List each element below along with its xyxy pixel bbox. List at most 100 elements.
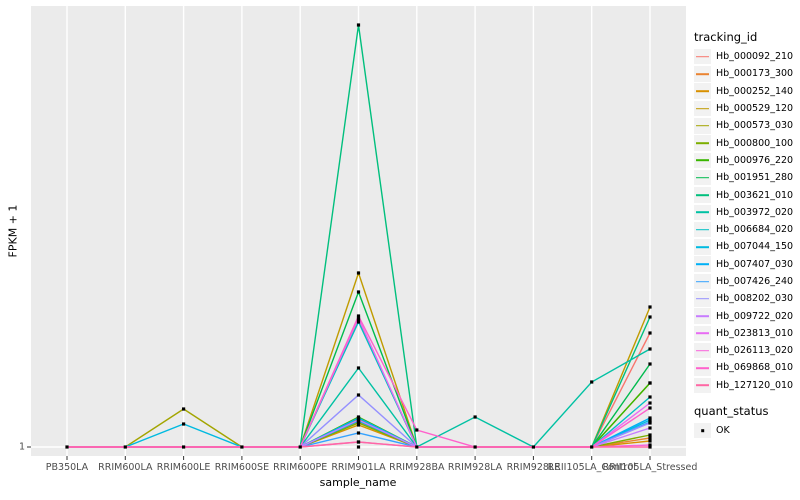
legend-entry-label: Hb_000252_140 (716, 85, 794, 97)
data-point (648, 421, 652, 425)
legend-key (694, 291, 711, 307)
data-point (356, 440, 361, 444)
data-point-baseline (356, 445, 361, 449)
data-point-baseline (415, 445, 419, 449)
data-point (356, 320, 361, 324)
legend-key-line-icon (696, 228, 709, 231)
legend-row-Hb_008202_030: Hb_008202_030 (694, 290, 800, 307)
legend-key-line-icon (696, 194, 709, 196)
legend-entry-label: Hb_008202_030 (716, 293, 794, 305)
data-point (356, 421, 361, 425)
legend-row-Hb_023813_010: Hb_023813_010 (694, 325, 800, 342)
legend-title-tracking-id: tracking_id (694, 30, 758, 44)
data-point (356, 23, 361, 27)
legend-key (694, 308, 711, 324)
x-tick-label: RRIM600PE (273, 462, 327, 473)
data-point (182, 422, 186, 426)
legend-key (694, 256, 711, 272)
legend-entry-label: Hb_007407_030 (716, 258, 794, 270)
data-point (182, 407, 186, 411)
x-tick-label: RRII105LA_Control (548, 462, 636, 473)
data-point (648, 305, 652, 309)
data-point (648, 416, 652, 420)
x-tick-label: RRIM901LA (331, 462, 386, 473)
data-point (648, 331, 652, 335)
legend-key (694, 221, 711, 238)
x-tick-label: RRIM928LA (448, 462, 503, 473)
legend-key-line-icon (696, 349, 709, 352)
legend-row-Hb_006684_020: Hb_006684_020 (694, 221, 800, 238)
x-tick-label: RRIM600LE (157, 462, 211, 473)
data-point-baseline (182, 445, 186, 449)
legend-key-line-icon (696, 73, 709, 75)
data-point (648, 439, 652, 443)
legend: tracking_id Hb_000092_210 Hb_000173_300 Hb… (694, 30, 800, 439)
legend-key-line-icon (696, 263, 709, 265)
legend-row-Hb_000976_220: Hb_000976_220 (694, 152, 800, 169)
legend-key-line-icon (696, 367, 709, 369)
legend-key-line-icon (696, 332, 709, 335)
legend-row-Hb_007426_240: Hb_007426_240 (694, 273, 800, 290)
data-point-baseline (298, 445, 302, 449)
legend-row-Hb_007044_150: Hb_007044_150 (694, 238, 800, 255)
legend-entries: Hb_000092_210 Hb_000173_300 Hb_000252_140 H… (694, 48, 800, 394)
legend-row-Hb_000573_030: Hb_000573_030 (694, 117, 800, 134)
legend-key (694, 83, 711, 99)
data-point (648, 433, 652, 437)
legend-entry-label: Hb_000800_100 (716, 137, 794, 149)
legend-entry-label: Hb_003621_010 (716, 189, 794, 201)
data-point (648, 426, 652, 430)
x-tick-label: RRII105LA_Stressed (603, 462, 698, 473)
legend-key (694, 377, 711, 394)
legend-row-Hb_000092_210: Hb_000092_210 (694, 48, 800, 65)
legend-key-line-icon (696, 90, 709, 93)
ok-point-key (694, 422, 711, 439)
legend-row-Hb_000173_300: Hb_000173_300 (694, 65, 800, 82)
quant-status-label: OK (716, 425, 730, 437)
legend-key (694, 66, 711, 82)
data-point (415, 428, 419, 432)
legend-key-line-icon (696, 55, 709, 58)
x-tick-label: RRIM928LE (507, 462, 561, 473)
legend-entry-label: Hb_000573_030 (716, 120, 794, 132)
legend-entry-label: Hb_026113_020 (716, 345, 794, 357)
data-point (648, 395, 652, 399)
data-point (356, 314, 361, 318)
legend-row-Hb_007407_030: Hb_007407_030 (694, 256, 800, 273)
legend-key (694, 135, 711, 151)
legend-key (694, 152, 711, 169)
data-point (590, 380, 594, 384)
legend-key-line-icon (696, 125, 709, 127)
legend-entry-label: Hb_000173_300 (716, 68, 794, 80)
x-tick-label: RRIM600SE (215, 462, 269, 473)
data-point-baseline (648, 445, 652, 449)
x-tick-label: RRIM600LA (98, 462, 153, 473)
legend-key (694, 118, 711, 134)
legend-key (694, 239, 711, 255)
legend-entry-label: Hb_000976_220 (716, 154, 794, 166)
data-point-baseline (473, 445, 477, 449)
quant-status-entries: OK (694, 422, 800, 439)
legend-key-line-icon (696, 246, 709, 248)
legend-row-Hb_000800_100: Hb_000800_100 (694, 134, 800, 151)
y-axis-tick-label: 1 (18, 441, 25, 453)
ok-point-marker-icon (700, 428, 705, 433)
legend-entry-label: Hb_003972_020 (716, 206, 794, 218)
data-point-baseline (240, 445, 244, 449)
legend-key (694, 187, 711, 203)
data-point (648, 315, 652, 319)
legend-key (694, 169, 711, 186)
legend-entry-label: Hb_000529_120 (716, 103, 794, 115)
legend-entry-label: Hb_006684_020 (716, 224, 794, 236)
data-point-baseline (590, 445, 594, 449)
legend-entry-label: Hb_009722_020 (716, 310, 794, 322)
x-axis-title: sample_name (319, 476, 397, 489)
legend-key-line-icon (696, 142, 709, 144)
data-point (648, 418, 652, 422)
legend-key (694, 360, 711, 376)
data-point (356, 423, 361, 427)
data-point (648, 362, 652, 366)
legend-key (694, 100, 711, 117)
legend-key (694, 325, 711, 342)
